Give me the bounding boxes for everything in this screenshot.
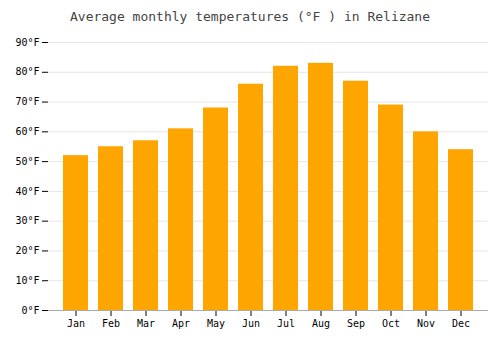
svg-text:May: May (207, 318, 225, 329)
svg-text:Jun: Jun (242, 318, 260, 329)
svg-text:60°F: 60°F (15, 126, 39, 137)
html-text:Average monthly temperatures (: Average monthly temperatures (°F ) in Re… (70, 9, 430, 24)
svg-text:10°F: 10°F (15, 275, 39, 286)
svg-text:30°F: 30°F (15, 215, 39, 226)
svg-text:Oct: Oct (382, 318, 400, 329)
svg-text:80°F: 80°F (15, 66, 39, 77)
svg-text:Jul: Jul (277, 318, 295, 329)
svg-text:Feb: Feb (102, 318, 120, 329)
svg-text:Apr: Apr (172, 318, 190, 329)
svg-text:Aug: Aug (312, 318, 330, 329)
svg-text:Mar: Mar (137, 318, 155, 329)
svg-text:Jan: Jan (67, 318, 85, 329)
svg-text:40°F: 40°F (15, 186, 39, 197)
svg-text:50°F: 50°F (15, 156, 39, 167)
svg-text:0°F: 0°F (21, 305, 39, 316)
svg-text:20°F: 20°F (15, 245, 39, 256)
svg-text:70°F: 70°F (15, 96, 39, 107)
svg-text:Nov: Nov (417, 318, 435, 329)
svg-text:Sep: Sep (347, 318, 365, 329)
svg-text:Dec: Dec (452, 318, 470, 329)
svg-text:90°F: 90°F (15, 37, 39, 48)
